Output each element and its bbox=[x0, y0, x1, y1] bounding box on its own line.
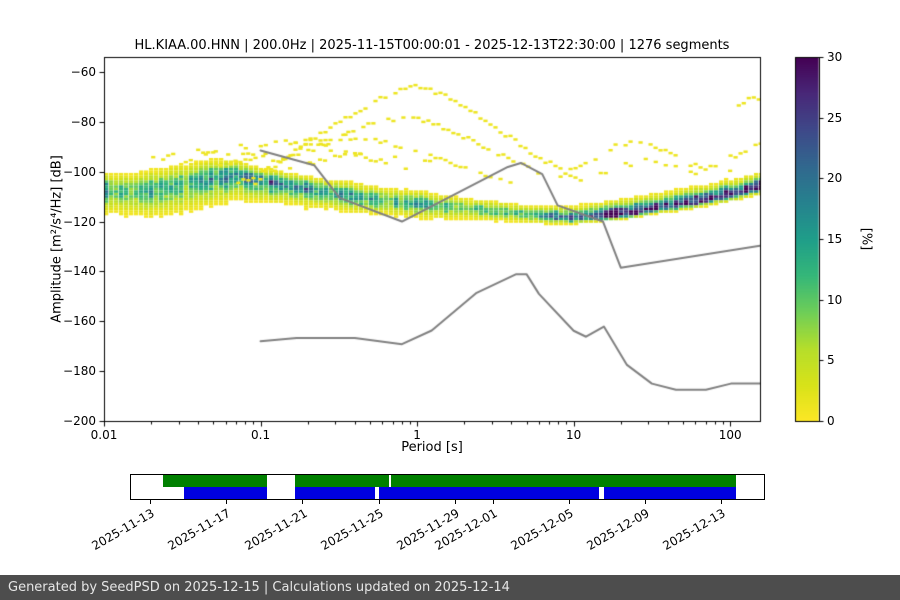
ppsd-plot-canvas bbox=[0, 0, 900, 560]
timeline-tick bbox=[644, 500, 646, 504]
timeline-blue-segment bbox=[604, 487, 737, 499]
y-tick-label: −120 bbox=[63, 214, 96, 229]
timeline-tick bbox=[226, 500, 228, 504]
colorbar-tick-label: 20 bbox=[827, 171, 843, 186]
timeline-tick bbox=[150, 500, 152, 504]
y-tick-label: −180 bbox=[63, 364, 96, 379]
timeline-green-segment bbox=[294, 475, 389, 487]
colorbar-tick-label: 15 bbox=[827, 232, 843, 246]
colorbar-tick-label: 0 bbox=[827, 414, 835, 428]
timeline-tick bbox=[568, 500, 570, 504]
timeline-green-segment bbox=[391, 475, 737, 487]
footer-text: Generated by SeedPSD on 2025-12-15 | Cal… bbox=[8, 580, 510, 595]
y-axis-label: Amplitude [m²/s⁴/Hz] [dB] bbox=[49, 155, 65, 323]
x-tick-label: 10 bbox=[566, 428, 582, 442]
colorbar-tick-label: 30 bbox=[827, 50, 843, 64]
x-tick-label: 100 bbox=[718, 428, 742, 442]
plot-title: HL.KIAA.00.HNN | 200.0Hz | 2025-11-15T00… bbox=[134, 38, 730, 53]
colorbar-label: [%] bbox=[858, 227, 874, 251]
timeline-blue-segment bbox=[294, 487, 376, 499]
timeline-green-segment bbox=[163, 475, 268, 487]
colorbar-tick-label: 25 bbox=[827, 110, 843, 125]
timeline-tick bbox=[454, 500, 456, 504]
colorbar-tick-label: 5 bbox=[827, 353, 835, 368]
timeline-blue-segment bbox=[184, 487, 268, 499]
y-tick-label: −160 bbox=[63, 314, 96, 329]
timeline-blue-segment bbox=[379, 487, 600, 499]
y-tick-label: −140 bbox=[63, 264, 96, 279]
y-tick-label: −200 bbox=[63, 414, 96, 428]
colorbar-tick-label: 10 bbox=[827, 292, 843, 307]
timeline-tick bbox=[302, 500, 304, 504]
x-tick-label: 0.1 bbox=[251, 428, 271, 442]
timeline-tick bbox=[492, 500, 494, 504]
x-tick-label: 1 bbox=[413, 428, 421, 442]
x-tick-label: 0.01 bbox=[90, 428, 118, 442]
footer-bar: Generated by SeedPSD on 2025-12-15 | Cal… bbox=[0, 575, 900, 600]
timeline-tick bbox=[378, 500, 380, 504]
timeline-tick bbox=[721, 500, 723, 504]
y-tick-label: −80 bbox=[70, 114, 96, 129]
y-tick-label: −100 bbox=[63, 164, 96, 179]
y-tick-label: −60 bbox=[70, 64, 96, 79]
x-axis-label: Period [s] bbox=[401, 440, 463, 455]
